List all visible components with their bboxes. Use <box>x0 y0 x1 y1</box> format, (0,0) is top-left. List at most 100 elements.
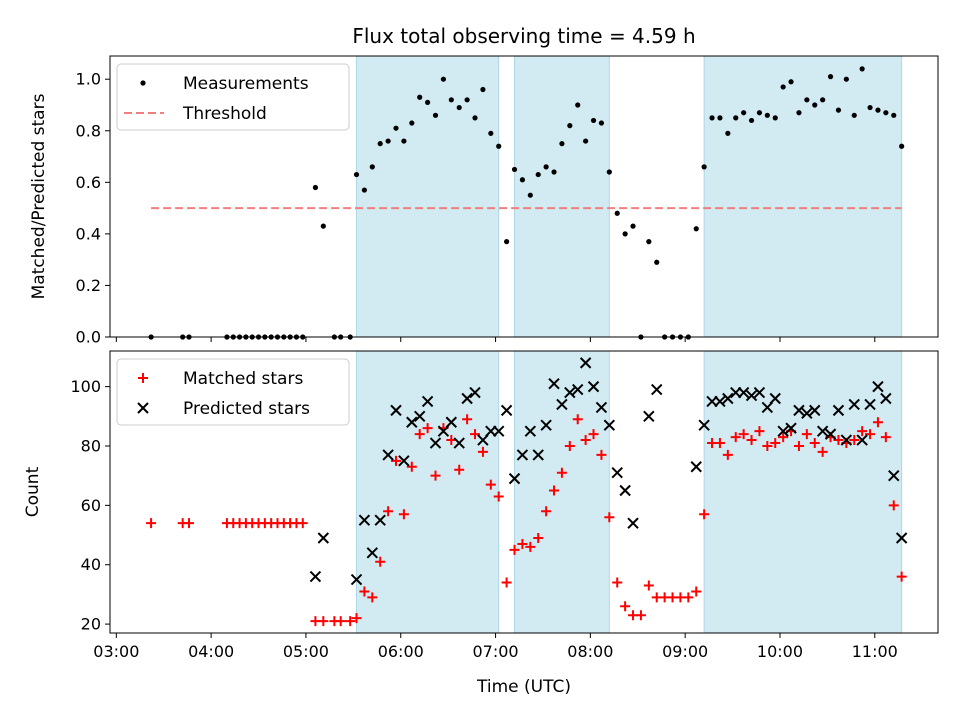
predicted-star-point <box>611 466 623 479</box>
measurement-point <box>361 187 368 193</box>
measurement-point <box>646 239 652 245</box>
matched-star-point <box>422 423 433 434</box>
matched-star-point <box>359 586 370 597</box>
measurement-point <box>883 110 889 116</box>
matched-star-point <box>865 429 876 440</box>
measurement-point <box>764 112 770 118</box>
predicted-star-point <box>382 449 394 461</box>
measurement-point <box>693 226 699 232</box>
predicted-star-point <box>500 404 513 417</box>
x-tick-label: 09:00 <box>662 642 708 661</box>
predicted-star-point <box>690 461 702 473</box>
matched-star-point <box>770 438 781 449</box>
y-tick-label: 0.8 <box>76 121 101 140</box>
measurement-point <box>448 97 454 103</box>
matched-star-point <box>564 440 575 451</box>
measurement-point <box>788 79 794 85</box>
matched-star-point <box>833 435 844 446</box>
matched-star-point <box>754 426 765 437</box>
measurement-point <box>488 130 494 136</box>
y-tick-label: 0.4 <box>76 224 101 243</box>
observing-interval-band <box>514 350 610 634</box>
matched-star-point <box>746 435 757 446</box>
matched-star-point <box>762 440 773 451</box>
predicted-star-point <box>840 434 853 446</box>
predicted-star-point <box>856 434 868 446</box>
predicted-star-point <box>453 437 465 449</box>
matched-star-point <box>699 509 710 520</box>
predicted-star-point <box>769 392 781 405</box>
measurement-point <box>440 76 447 82</box>
matched-star-point <box>857 426 868 437</box>
measurement-point <box>464 97 470 103</box>
measurement-point <box>804 97 810 103</box>
matched-star-point <box>817 446 828 457</box>
measurement-point <box>891 112 897 118</box>
measurement-point <box>835 107 842 113</box>
matched-star-point <box>383 506 394 517</box>
y-tick-label: 0.2 <box>76 276 101 295</box>
matched-star-point <box>462 414 473 425</box>
predicted-star-point <box>317 532 330 544</box>
legend-box <box>116 358 350 426</box>
predicted-star-point <box>809 404 821 417</box>
measurement-point <box>401 138 407 144</box>
predicted-star-point <box>824 428 837 440</box>
predicted-star-point <box>880 392 892 405</box>
measurement-point <box>472 115 478 121</box>
predicted-star-point <box>714 395 726 408</box>
measurement-point <box>812 102 818 108</box>
predicted-star-point <box>793 404 805 417</box>
predicted-star-point <box>627 517 639 529</box>
matched-star-point <box>454 464 465 475</box>
measurement-point <box>725 130 731 136</box>
measurement-point <box>875 107 881 113</box>
y-tick-label: 80 <box>81 436 101 455</box>
predicted-star-point <box>548 377 560 390</box>
predicted-star-point <box>461 392 473 405</box>
predicted-star-point <box>414 410 426 423</box>
matched-star-point <box>493 491 504 502</box>
predicted-star-point <box>516 449 529 461</box>
predicted-star-point <box>406 416 418 428</box>
predicted-star-point <box>595 401 608 414</box>
matched-star-point <box>297 518 308 529</box>
matched-star-point <box>470 429 481 440</box>
predicted-star-point <box>556 398 568 411</box>
predicted-star-point <box>477 434 489 446</box>
measurement-point <box>614 210 620 216</box>
predicted-star-point <box>429 437 442 449</box>
y-tick-label: 0.6 <box>76 173 101 192</box>
measurement-point <box>353 171 360 178</box>
measurement-point <box>748 117 755 124</box>
legend-label: Predicted stars <box>183 399 310 419</box>
legend: Measurements Threshold <box>116 63 350 131</box>
measurement-point <box>701 164 707 170</box>
predicted-star-point <box>872 380 884 393</box>
legend: Matched stars Predicted stars <box>116 358 350 426</box>
matched-star-point <box>525 541 536 552</box>
measurement-point <box>606 169 612 175</box>
panel-2: 20 40 60 80 100 03:00 04:00 05:00 06:00 07:00 08:0… <box>23 350 939 697</box>
predicted-star-point <box>390 404 402 417</box>
measurement-point <box>772 115 778 121</box>
matched-star-point <box>517 538 528 549</box>
legend-marker-plus <box>138 373 148 383</box>
predicted-star-point <box>651 383 663 396</box>
predicted-star-point <box>350 573 363 586</box>
matched-star-point <box>414 429 425 440</box>
matched-star-point <box>778 432 789 443</box>
matched-star-point <box>572 414 583 425</box>
measurement-point <box>827 74 834 80</box>
predicted-star-point <box>540 419 552 431</box>
measurement-point <box>456 104 462 111</box>
measurement-point <box>409 120 415 126</box>
matched-star-point <box>738 429 749 440</box>
predicted-star-point <box>421 395 434 408</box>
matched-star-point <box>888 500 899 511</box>
measurement-point <box>519 177 526 183</box>
matched-star-point <box>683 592 694 603</box>
predicted-star-point <box>398 455 410 467</box>
